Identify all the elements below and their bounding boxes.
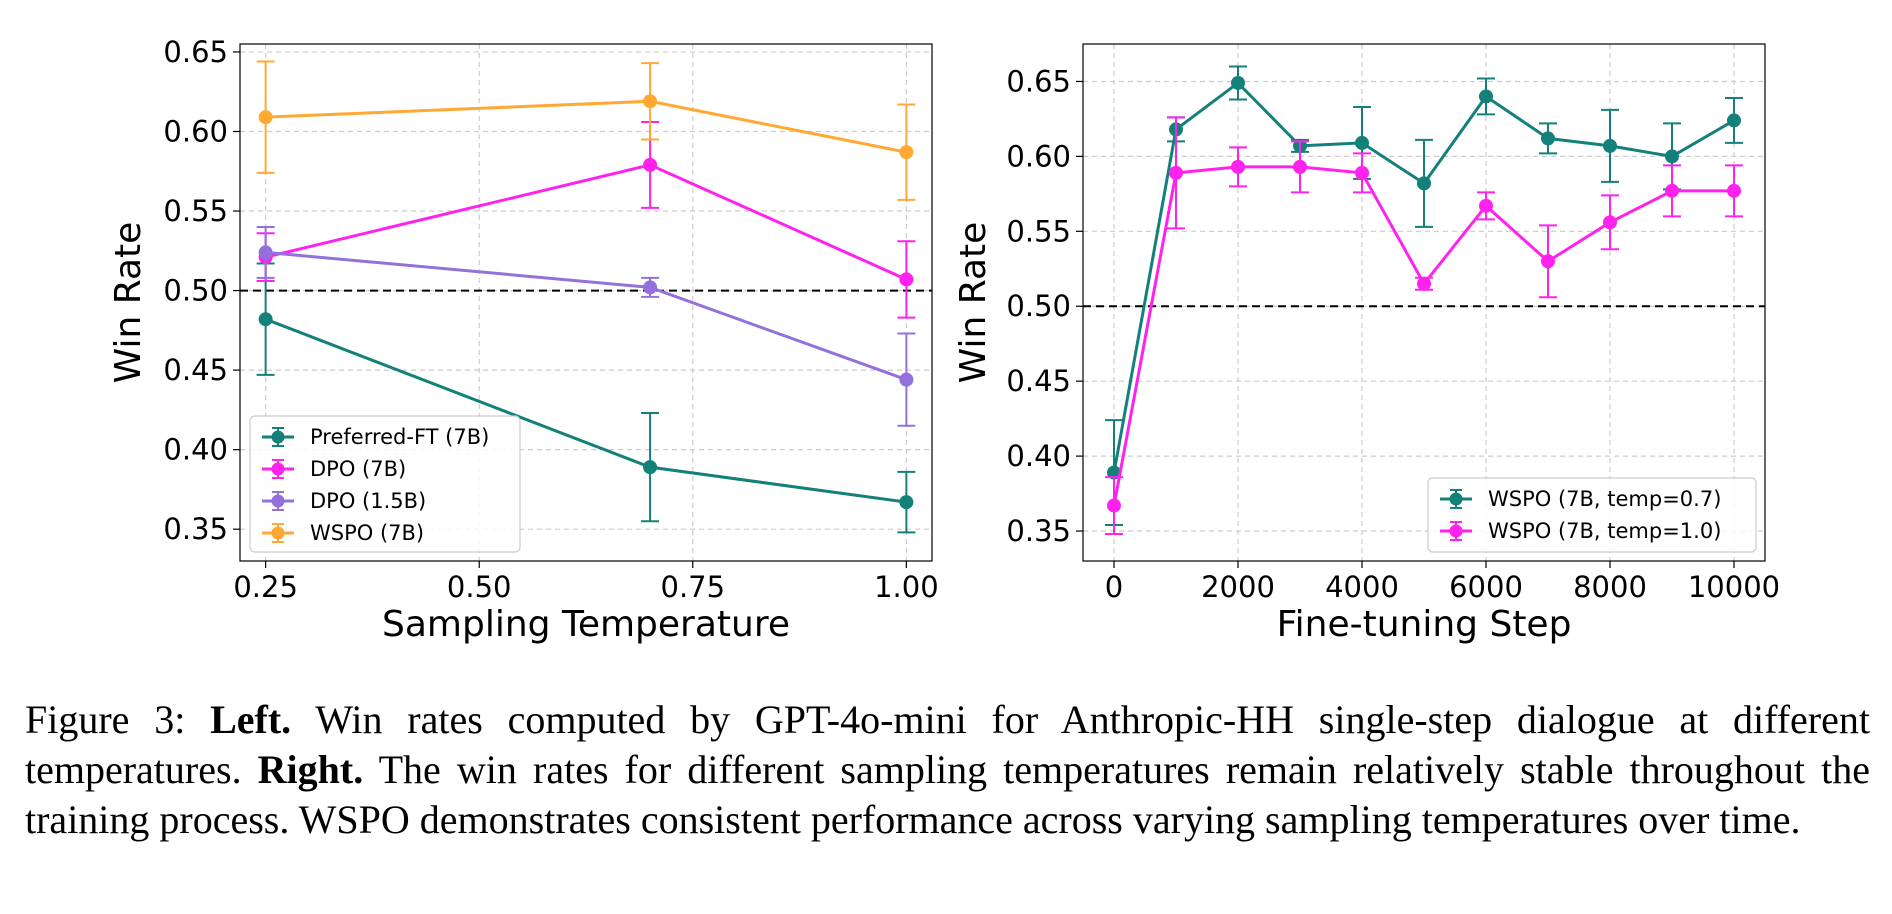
data-point xyxy=(643,280,658,295)
legend-label: Preferred-FT (7B) xyxy=(310,425,489,449)
data-point xyxy=(258,245,273,260)
data-point xyxy=(1727,183,1741,198)
data-point xyxy=(1231,159,1245,174)
y-tick-label: 0.55 xyxy=(163,194,228,228)
series-line xyxy=(265,250,907,382)
data-point xyxy=(1355,165,1369,180)
caption-left-heading: Left. xyxy=(210,697,292,742)
legend-marker xyxy=(1449,492,1463,506)
data-point xyxy=(1541,254,1555,269)
data-point xyxy=(899,145,914,160)
data-point xyxy=(643,157,658,172)
data-point xyxy=(899,372,914,387)
data-point xyxy=(1603,215,1617,230)
y-tick-label: 0.55 xyxy=(1006,214,1071,248)
data-point xyxy=(1107,498,1121,513)
data-point xyxy=(1727,113,1741,128)
x-tick-label: 8000 xyxy=(1573,570,1647,604)
x-tick-label: 1.00 xyxy=(874,570,939,604)
y-tick-label: 0.50 xyxy=(163,274,228,308)
right-chart-panel: 0 2000 4000 6000 8000 10000 0.35 0.40 0.45 0.50 0.… xyxy=(953,43,1780,645)
legend-label: DPO (7B) xyxy=(310,457,406,481)
data-point xyxy=(1541,131,1555,146)
data-point xyxy=(258,312,273,327)
data-point xyxy=(1665,149,1679,164)
legend-label: WSPO (7B, temp=1.0) xyxy=(1488,519,1721,543)
data-point xyxy=(1603,138,1617,153)
x-tick-label: 2000 xyxy=(1201,570,1275,604)
x-tick-label: 0.75 xyxy=(661,570,726,604)
data-point xyxy=(1479,89,1493,104)
data-point xyxy=(1169,165,1183,180)
y-tick-label: 0.60 xyxy=(163,114,228,148)
data-point xyxy=(899,272,914,287)
legend-box xyxy=(249,415,521,553)
data-point xyxy=(1665,183,1679,198)
data-point xyxy=(1417,176,1431,191)
left-chart-panel: 0.25 0.50 0.75 1.00 0.35 0.40 0.45 0.50 0.55 0.60… xyxy=(108,35,939,645)
x-axis-label: Sampling Temperature xyxy=(382,604,790,645)
data-point xyxy=(1231,75,1245,90)
y-tick-label: 0.45 xyxy=(163,353,228,387)
legend-label: WSPO (7B) xyxy=(310,521,424,545)
caption-right-text: The win rates for different sampling tem… xyxy=(25,747,1871,842)
x-tick-label: 6000 xyxy=(1449,570,1523,604)
y-tick-label: 0.35 xyxy=(163,512,228,546)
y-tick-label: 0.50 xyxy=(1006,289,1071,323)
data-point xyxy=(1355,135,1369,150)
legend-marker xyxy=(271,526,285,540)
figure-caption: Figure 3: Left. Win rates computed by GP… xyxy=(25,695,1870,845)
x-tick-label: 4000 xyxy=(1325,570,1399,604)
caption-label: Figure 3: xyxy=(25,697,186,742)
y-axis-label: Win Rate xyxy=(108,222,149,384)
data-point xyxy=(258,110,273,125)
x-tick-label: 0 xyxy=(1105,570,1123,604)
legend-marker xyxy=(271,462,285,476)
y-tick-label: 0.40 xyxy=(1006,439,1071,473)
y-axis-label: Win Rate xyxy=(953,222,994,384)
x-tick-label: 10000 xyxy=(1688,570,1780,604)
data-point xyxy=(1293,159,1307,174)
y-tick-label: 0.65 xyxy=(163,35,228,69)
x-tick-label: 0.25 xyxy=(233,570,298,604)
legend-label: WSPO (7B, temp=0.7) xyxy=(1488,487,1721,511)
plot-frame xyxy=(1082,43,1766,562)
legend-marker xyxy=(1449,524,1463,538)
data-point xyxy=(1479,198,1493,213)
plot-frame xyxy=(239,43,933,562)
data-point xyxy=(643,460,658,475)
legend-marker xyxy=(271,494,285,508)
legend-box xyxy=(1427,477,1757,553)
y-tick-label: 0.40 xyxy=(163,433,228,467)
y-tick-label: 0.65 xyxy=(1006,64,1071,98)
legend-label: DPO (1.5B) xyxy=(310,489,426,513)
series-line xyxy=(265,99,907,154)
data-point xyxy=(1417,276,1431,291)
x-tick-label: 0.50 xyxy=(447,570,512,604)
figure: 0.25 0.50 0.75 1.00 0.35 0.40 0.45 0.50 0.55 0.60… xyxy=(108,35,1780,645)
data-point xyxy=(643,94,658,109)
data-point xyxy=(899,495,914,510)
y-tick-label: 0.60 xyxy=(1006,139,1071,173)
y-tick-label: 0.45 xyxy=(1006,364,1071,398)
caption-right-heading: Right. xyxy=(257,747,364,792)
caption-left-text: Win rates computed by GPT-4o-mini for An… xyxy=(25,697,1870,792)
legend-marker xyxy=(271,430,285,444)
x-axis-label: Fine-tuning Step xyxy=(1277,604,1572,645)
y-tick-label: 0.35 xyxy=(1006,514,1071,548)
